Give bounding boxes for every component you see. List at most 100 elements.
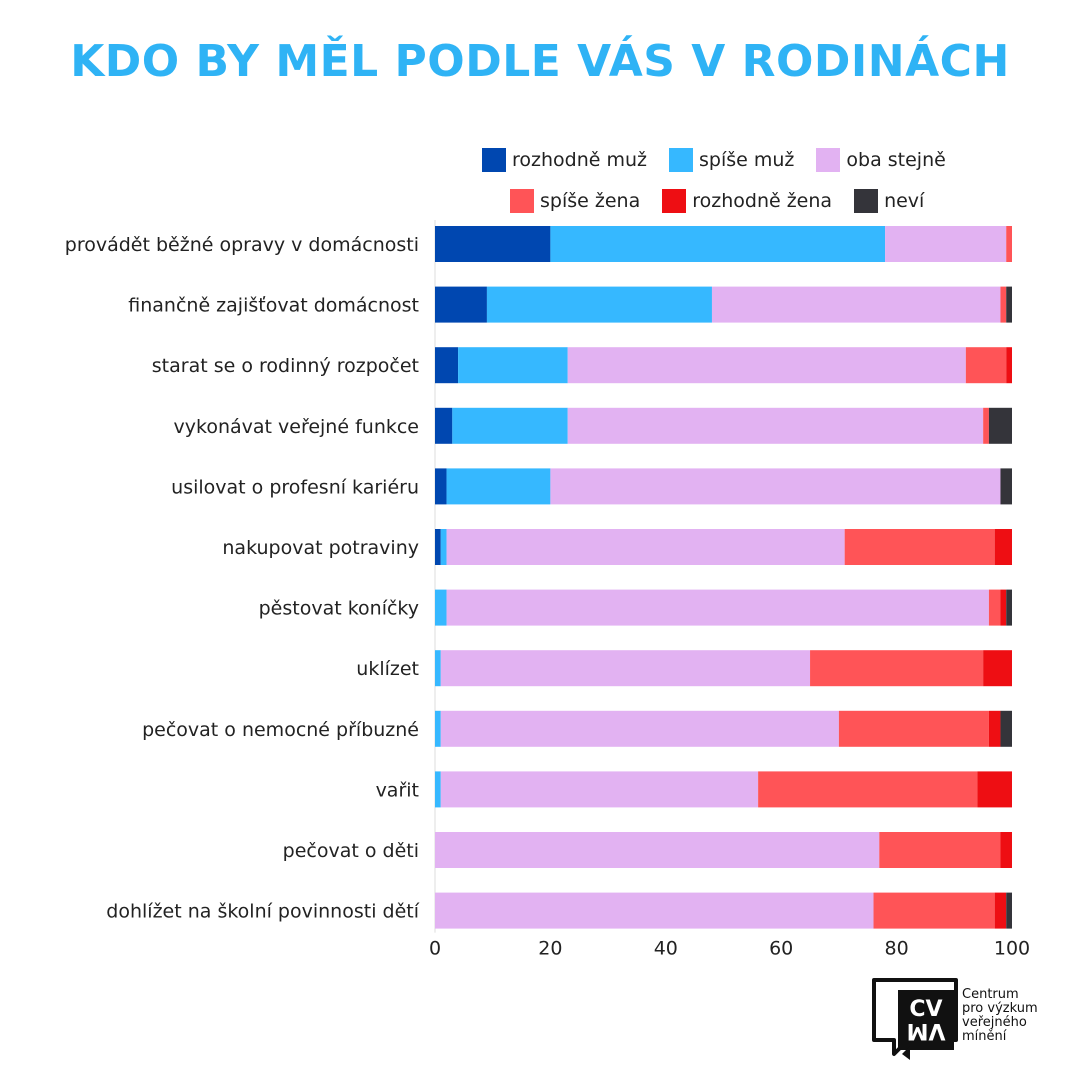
x-tick-label: 60 [769,938,793,960]
bar-segment-nevi [1006,892,1012,929]
bar-segment-rozhodne-muz [435,529,441,565]
x-tick-label: 80 [885,938,909,960]
bar-segment-rozhodne-muz [435,468,447,505]
bar-segment-oba-stejne [446,589,989,626]
bar-segment-rozhodne-zena [988,710,1001,747]
bar-segment-rozhodne-zena [977,771,1012,808]
bar-segment-spise-muz [446,468,551,505]
bar-segment-rozhodne-muz [435,347,459,384]
bar-segment-oba-stejne [440,710,839,747]
bar-segment-rozhodne-zena [983,650,1012,687]
legend-swatch-spise-muz [669,148,694,172]
category-label: vařit [376,779,419,801]
legend-swatch-rozhodne-zena [662,189,687,213]
logo-text: Centrum pro výzkum veřejného mínění [962,988,1072,1044]
bar-segment-oba-stejne [440,650,811,687]
bar-segment-oba-stejne [567,347,966,384]
bar-segment-rozhodne-muz [435,226,551,262]
logo-mark-top: CV [909,997,942,1022]
bar-segment-spise-muz [486,286,712,323]
bar-segment-rozhodne-muz [435,407,453,444]
cvvm-logo-mark: CV VM [872,978,958,1060]
legend-label-rozhodne-muz: rozhodně muž [512,149,648,171]
legend-label-spise-muz: spíše muž [699,149,795,171]
legend-swatch-oba-stejne [816,148,841,172]
legend-item-oba-stejne: oba stejně [816,148,946,172]
legend-row-1: rozhodně muž spíše muž oba stejně [482,148,946,172]
category-label: vykonávat veřejné funkce [174,416,419,438]
category-label: pěstovat koníčky [259,598,419,620]
legend-label-spise-zena: spíše žena [540,190,641,212]
bar-segment-rozhodne-zena [994,529,1012,565]
category-label: uklízet [356,658,419,680]
bar-segment-rozhodne-zena [994,892,1007,929]
bar-segment-oba-stejne [711,286,1001,323]
bar-segment-rozhodne-zena [1006,347,1012,384]
bar-segment-nevi [1006,589,1012,626]
bar-segment-spise-muz [458,347,568,384]
category-label: pečovat o děti [283,840,419,862]
bar-segment-spise-zena [983,407,989,444]
bar-segment-nevi [1006,286,1012,323]
bar-segment-spise-muz [435,589,447,626]
bar-segment-nevi [1000,468,1012,505]
legend-item-rozhodne-muz: rozhodně muž [482,148,647,172]
bar-segment-spise-muz [435,771,441,808]
legend-item-spise-zena: spíše žena [510,189,640,213]
category-label: dohlížet na školní povinnosti dětí [106,901,419,923]
bar-segment-rozhodne-zena [1000,589,1007,626]
category-label: finančně zajišťovat domácnost [128,295,419,317]
bar-segment-oba-stejne [440,771,759,808]
bar-segment-oba-stejne [567,407,984,444]
category-label: starat se o rodinný rozpočet [152,355,419,377]
legend-swatch-rozhodne-muz [482,148,506,172]
logo-line-1: Centrum [962,987,1019,1002]
bar-segment-oba-stejne [885,226,1007,262]
bar-segment-spise-zena [1006,226,1012,262]
bar-segment-spise-muz [550,226,886,262]
bar-segment-spise-muz [435,650,441,687]
bar-segment-spise-muz [440,529,447,565]
bar-segment-spise-zena [838,710,989,747]
x-tick-label: 40 [654,938,678,960]
logo-mark-bottom: VM [907,1018,946,1043]
bar-segment-spise-zena [965,347,1007,384]
bar-segment-oba-stejne [435,892,874,929]
bar-segment-rozhodne-zena [1000,832,1012,868]
category-label: usilovat o profesní kariéru [171,476,419,498]
chart-title: KDO BY MĚL PODLE VÁS V RODINÁCH [70,36,1010,87]
bar-segment-spise-zena [758,771,978,808]
legend-swatch-nevi [854,189,879,213]
stacked-bar-chart: provádět běžné opravy v domácnosti finanč… [65,220,1030,960]
category-label: nakupovat potraviny [222,537,419,559]
legend-item-nevi: neví [854,189,924,213]
bar-segment-oba-stejne [550,468,1001,505]
bar-segment-spise-muz [435,710,441,747]
bar-segment-rozhodne-muz [435,286,487,323]
bar-segment-spise-zena [988,589,1001,626]
logo-line-3: veřejného [962,1015,1027,1030]
legend-label-nevi: neví [884,190,925,212]
bar-segment-spise-zena [1000,286,1007,323]
bar-segment-spise-zena [873,892,995,929]
logo-line-2: pro výzkum [962,1001,1038,1016]
bar-segment-nevi [988,407,1012,444]
bar-segment-oba-stejne [446,529,845,565]
logo-line-4: mínění [962,1029,1007,1044]
legend-item-rozhodne-zena: rozhodně žena [662,189,832,213]
bar-segment-spise-zena [844,529,995,565]
category-label: pečovat o nemocné příbuzné [142,719,419,741]
bar-segment-spise-muz [452,407,568,444]
legend-swatch-spise-zena [510,189,534,213]
legend-label-rozhodne-zena: rozhodně žena [692,190,833,212]
bar-segment-oba-stejne [435,832,880,868]
x-tick-label: 20 [538,938,562,960]
category-label: provádět běžné opravy v domácnosti [65,234,419,256]
legend-item-spise-muz: spíše muž [669,148,794,172]
bar-segment-spise-zena [810,650,984,687]
bar-segment-nevi [1000,710,1012,747]
legend-label-oba-stejne: oba stejně [846,149,946,171]
cvvm-logo: CV VM Centrum pro výzkum veřejného míněn… [870,976,1070,1060]
legend-row-2: spíše žena rozhodně žena neví [510,189,924,213]
bar-segment-spise-zena [879,832,1001,868]
